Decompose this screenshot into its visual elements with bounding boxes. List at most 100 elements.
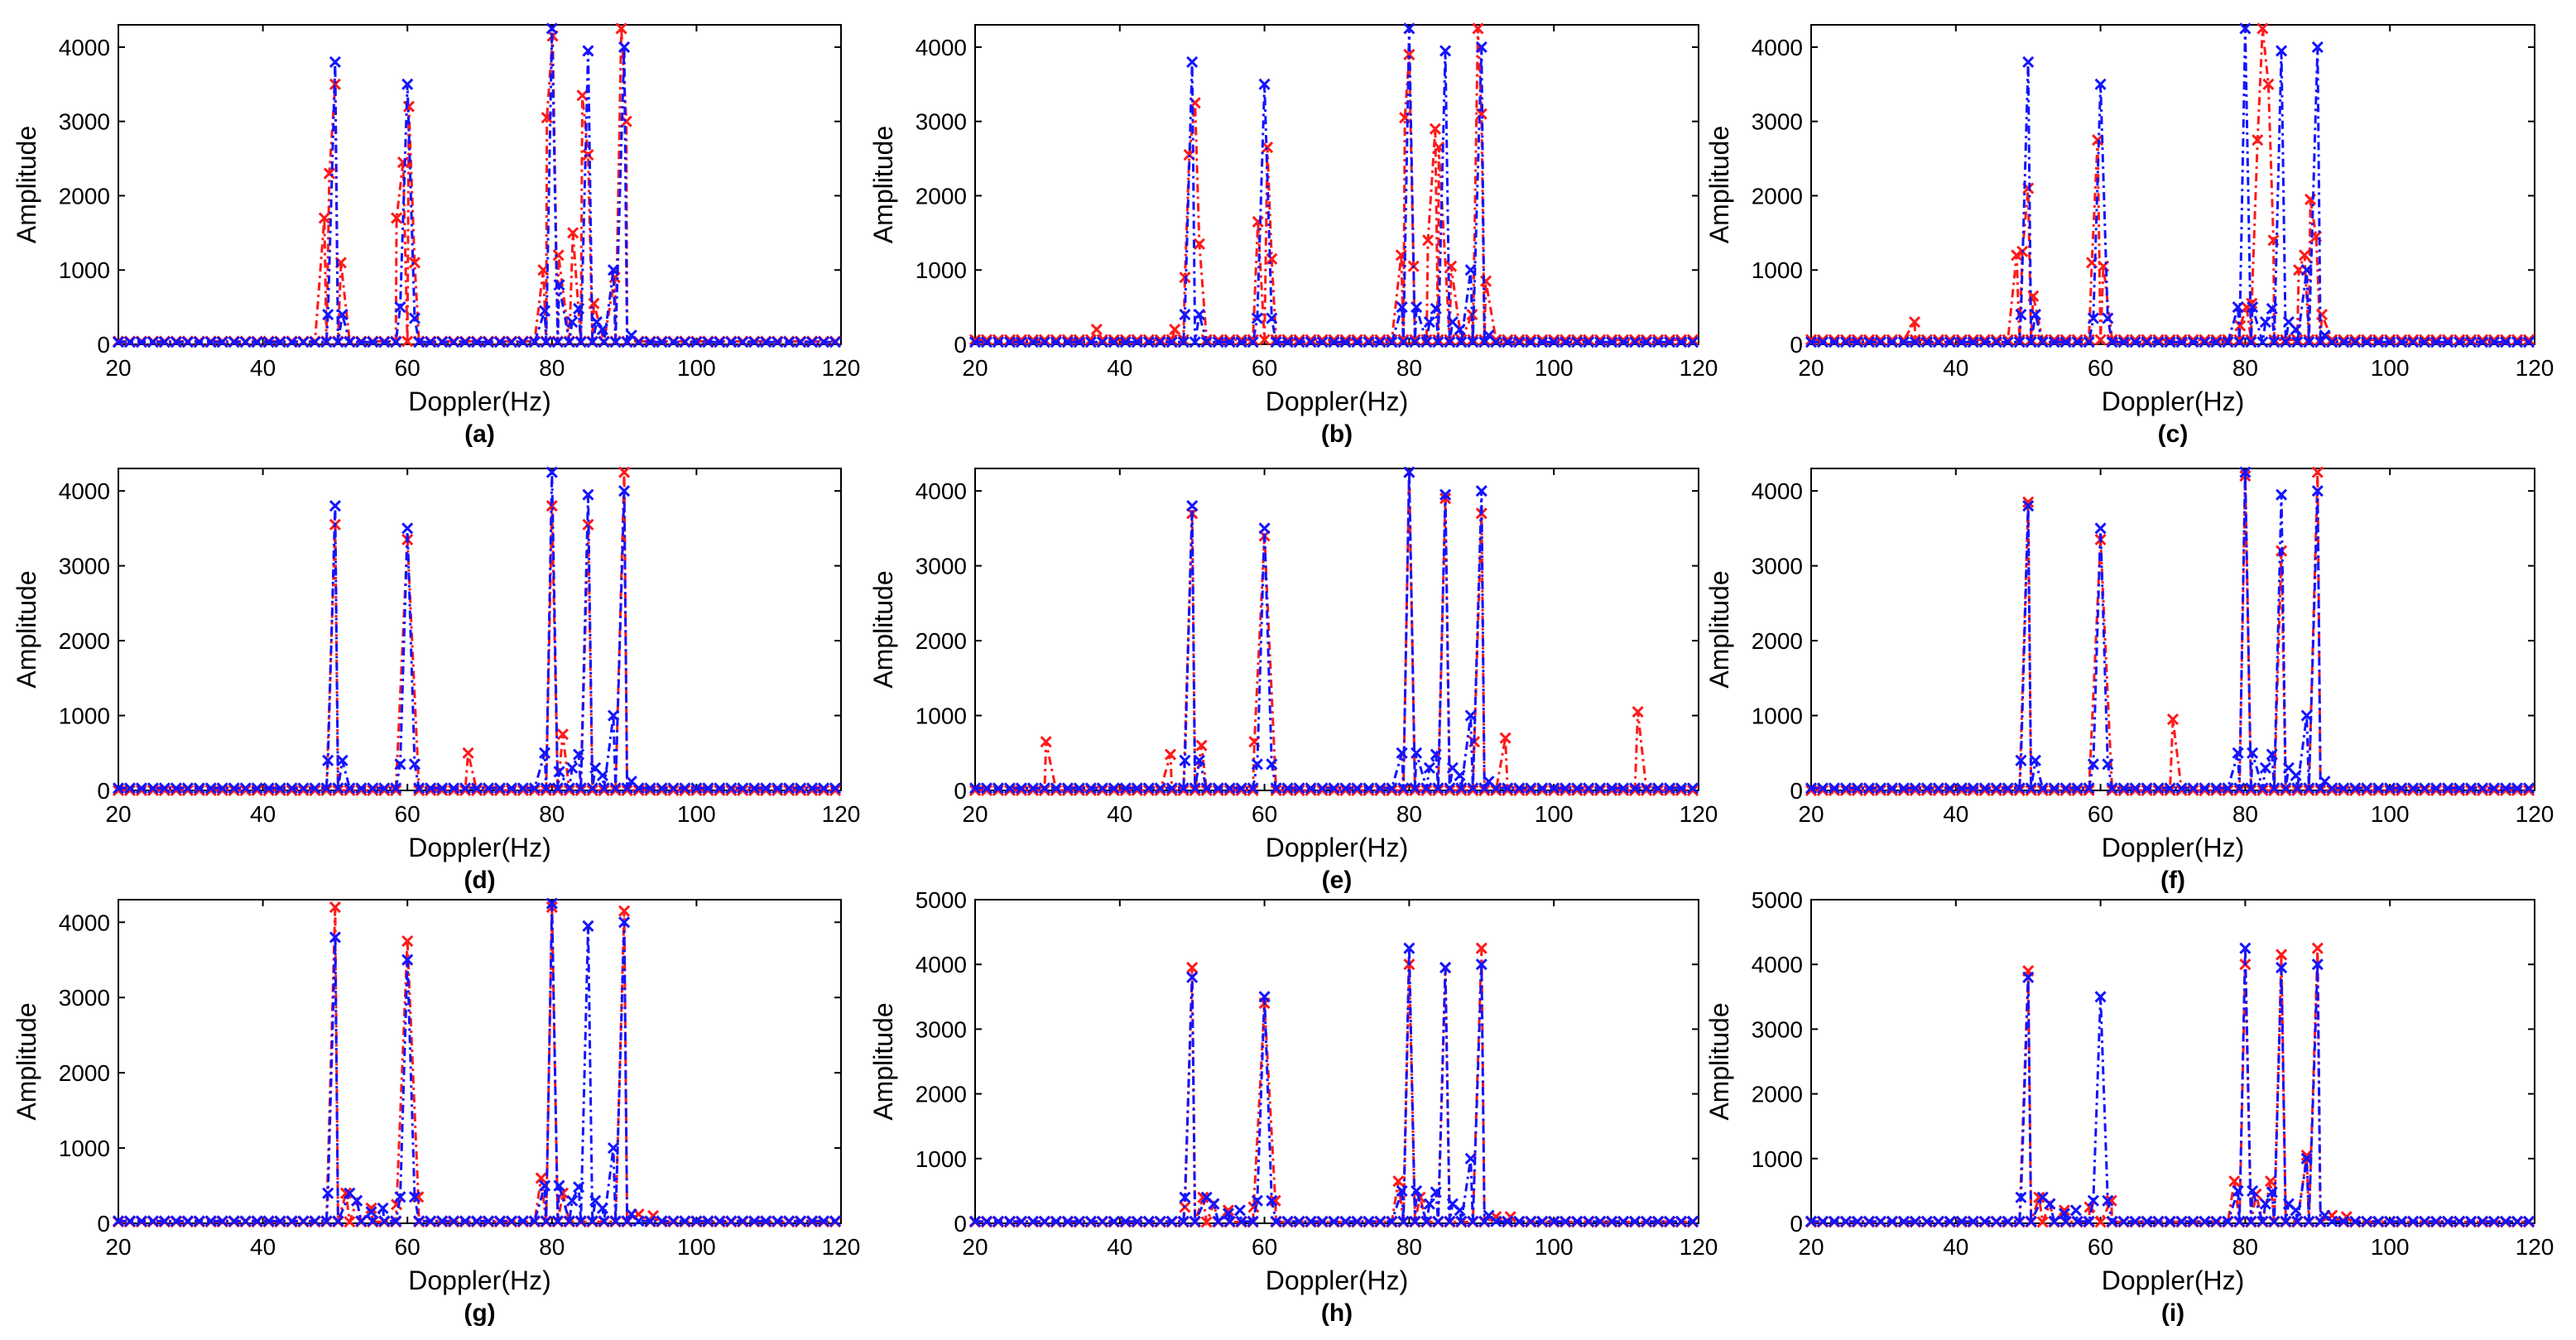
data-point-blue: [309, 336, 321, 348]
data-point-blue: [1475, 41, 1487, 53]
data-point-blue: [2199, 782, 2211, 795]
data-point-blue: [690, 1215, 703, 1227]
data-point-blue: [401, 522, 414, 535]
data-point-blue: [1351, 1215, 1363, 1227]
data-point-red: [1270, 784, 1282, 797]
data-point-red: [582, 149, 594, 161]
data-point-blue: [1886, 336, 1898, 348]
data-point-blue: [2222, 1215, 2234, 1227]
data-point-blue: [251, 336, 263, 348]
data-point-red: [1038, 784, 1050, 797]
data-point-blue: [1351, 336, 1363, 348]
data-point-blue: [2511, 336, 2524, 348]
y-tick-label: 1000: [916, 257, 967, 283]
data-point-red: [323, 167, 335, 180]
data-point-blue: [216, 336, 228, 348]
x-tick-label: 60: [2088, 1234, 2113, 1260]
series-line-red: [118, 472, 835, 792]
data-point-blue: [2071, 782, 2083, 795]
data-point-blue: [596, 323, 608, 336]
data-point-blue: [1403, 466, 1415, 478]
data-point-blue: [2499, 336, 2512, 348]
data-point-blue: [2071, 1215, 2083, 1227]
y-tick-label: 2000: [916, 1082, 967, 1107]
data-point-blue: [1179, 1191, 1191, 1203]
data-point-blue: [2044, 1198, 2056, 1210]
data-point-blue: [2511, 1215, 2524, 1227]
data-point-blue: [540, 1215, 552, 1227]
data-point-red: [329, 901, 341, 914]
data-point-blue: [2048, 782, 2060, 795]
data-point-blue: [829, 782, 842, 795]
x-tick-label: 80: [1396, 801, 1422, 827]
data-point-blue: [1396, 301, 1408, 314]
x-tick-label: 120: [2516, 355, 2554, 381]
data-point-blue: [147, 336, 159, 348]
data-point-blue: [1651, 336, 1665, 348]
data-point-blue: [1851, 336, 1864, 348]
data-point-blue: [2338, 782, 2350, 795]
data-point-blue: [2291, 1215, 2304, 1227]
data-point-blue: [2453, 1215, 2466, 1227]
series-line-blue: [975, 948, 1693, 1226]
data-point-blue: [702, 782, 714, 795]
data-point-blue: [1467, 1215, 1479, 1227]
x-tick-label: 120: [822, 801, 861, 827]
data-point-red: [817, 784, 830, 797]
data-point-blue: [1594, 336, 1607, 348]
chart-panel: 20 40 60 80 100 120 0 1000 2000 3000 4000 5000 Doppl…: [868, 887, 1718, 1327]
data-point-blue: [2290, 323, 2302, 336]
data-point-blue: [553, 1179, 565, 1192]
data-point-blue: [1583, 782, 1595, 795]
y-tick-label: 1000: [59, 257, 110, 283]
data-point-blue: [1247, 782, 1259, 795]
y-axis-label: Amplitude: [12, 126, 41, 243]
data-point-blue: [609, 782, 622, 795]
data-point-blue: [394, 301, 406, 314]
data-point-blue: [1862, 1215, 1875, 1227]
data-point-blue: [1096, 336, 1108, 348]
data-point-blue: [1423, 761, 1435, 774]
data-point-blue: [992, 1215, 1005, 1227]
data-point-blue: [2141, 1215, 2153, 1227]
data-point-red: [2299, 249, 2311, 262]
data-point-red: [1154, 784, 1166, 797]
data-point-blue: [667, 782, 680, 795]
data-point-blue: [607, 264, 620, 276]
data-point-blue: [1154, 336, 1166, 348]
data-point-blue: [1617, 782, 1630, 795]
x-tick-label: 20: [1798, 801, 1824, 827]
x-axis-label: Doppler(Hz): [1266, 387, 1408, 416]
data-point-blue: [2069, 1204, 2082, 1217]
data-point-blue: [1374, 782, 1387, 795]
data-point-blue: [123, 1215, 137, 1227]
data-point-blue: [566, 761, 579, 774]
data-point-blue: [309, 1215, 321, 1227]
data-point-blue: [1475, 485, 1487, 497]
data-point-blue: [2025, 782, 2037, 795]
data-point-blue: [586, 1215, 598, 1227]
data-point-blue: [2094, 522, 2107, 535]
data-point-blue: [2175, 1215, 2188, 1227]
data-point-blue: [2117, 336, 2130, 348]
y-tick-label: 1000: [1752, 704, 1803, 729]
data-point-blue: [1478, 336, 1491, 348]
x-tick-label: 40: [1943, 801, 1968, 827]
data-point-blue: [2266, 1186, 2278, 1198]
data-point-blue: [737, 1215, 749, 1227]
data-point-blue: [2002, 1215, 2014, 1227]
data-point-blue: [482, 1215, 495, 1227]
data-point-blue: [607, 709, 620, 722]
data-point-blue: [2022, 971, 2035, 983]
data-point-blue: [505, 1215, 517, 1227]
data-point-blue: [2002, 782, 2014, 795]
data-point-red: [2246, 297, 2258, 310]
y-tick-label: 0: [1790, 1211, 1803, 1237]
data-point-blue: [2083, 336, 2095, 348]
data-point-red: [401, 335, 414, 348]
y-tick-label: 0: [1790, 332, 1803, 358]
axes-box: [118, 468, 842, 791]
data-point-blue: [1258, 78, 1271, 90]
y-tick-label: 3000: [59, 554, 110, 579]
data-point-blue: [1096, 782, 1108, 795]
